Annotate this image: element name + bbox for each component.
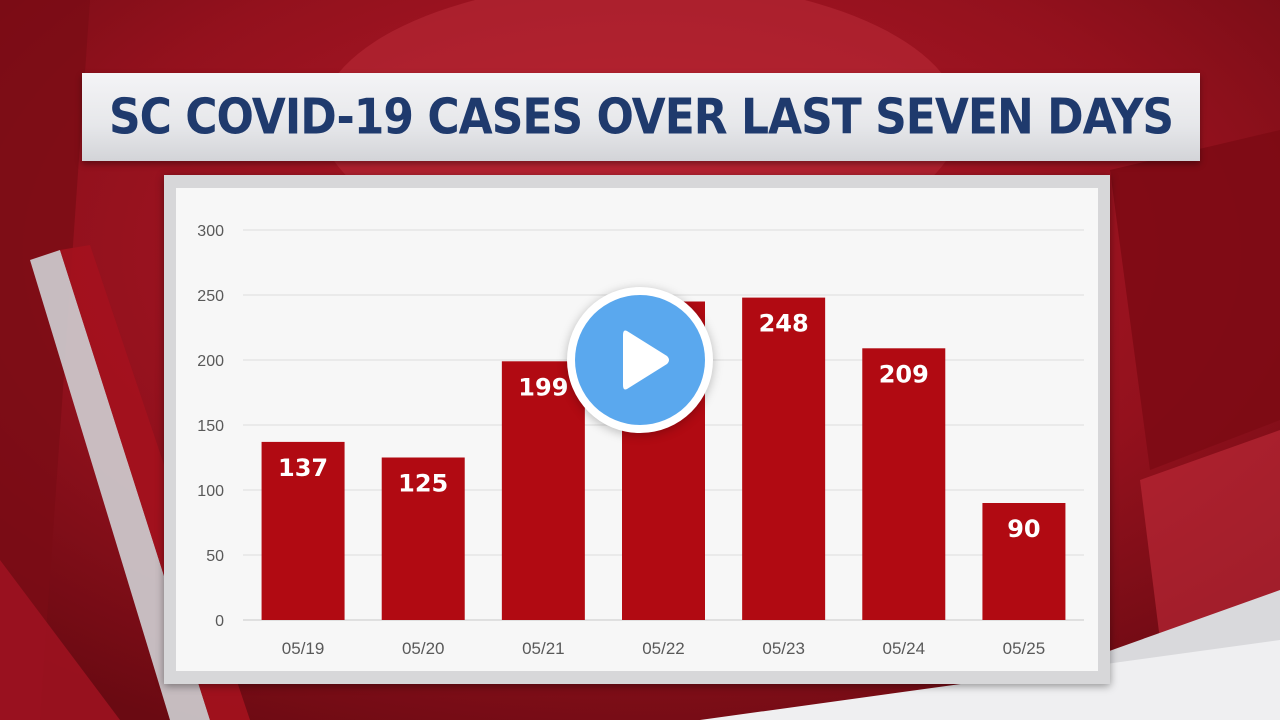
data-label: 209 [879, 360, 929, 388]
bar [381, 457, 465, 620]
data-label: 137 [278, 454, 328, 482]
x-tick-label: 05/22 [642, 639, 685, 658]
bar-chart: 0 50 100 150 200 250 300 137 05/19 125 05/20 199 05/… [176, 188, 1098, 671]
x-tick-label: 05/24 [883, 639, 926, 658]
data-label: 90 [1007, 515, 1040, 543]
title-banner: SC COVID-19 CASES OVER LAST SEVEN DAYS [82, 73, 1200, 161]
x-tick-label: 05/23 [762, 639, 805, 658]
y-tick-label: 150 [197, 418, 224, 435]
bar [501, 361, 585, 620]
y-tick-label: 100 [197, 483, 224, 500]
play-icon [623, 330, 669, 390]
y-tick-label: 250 [197, 288, 224, 305]
y-tick-label: 0 [215, 613, 224, 630]
bar [982, 503, 1066, 620]
chart-svg: 0 50 100 150 200 250 300 137 05/19 125 05/20 199 05/… [197, 223, 1084, 658]
play-circle [575, 295, 705, 425]
bar [862, 348, 946, 620]
x-tick-label: 05/19 [282, 639, 325, 658]
data-label: 125 [398, 470, 448, 498]
bar [261, 441, 345, 620]
play-button[interactable] [567, 287, 713, 433]
bar [742, 297, 826, 620]
x-tick-label: 05/20 [402, 639, 445, 658]
data-label: 199 [518, 373, 568, 401]
x-tick-label: 05/25 [1003, 639, 1046, 658]
y-tick-label: 200 [197, 353, 224, 370]
chart-headline: SC COVID-19 CASES OVER LAST SEVEN DAYS [108, 88, 1174, 146]
x-tick-label: 05/21 [522, 639, 565, 658]
y-tick-label: 50 [206, 548, 224, 565]
data-label: 248 [759, 310, 809, 338]
y-tick-label: 300 [197, 223, 224, 240]
